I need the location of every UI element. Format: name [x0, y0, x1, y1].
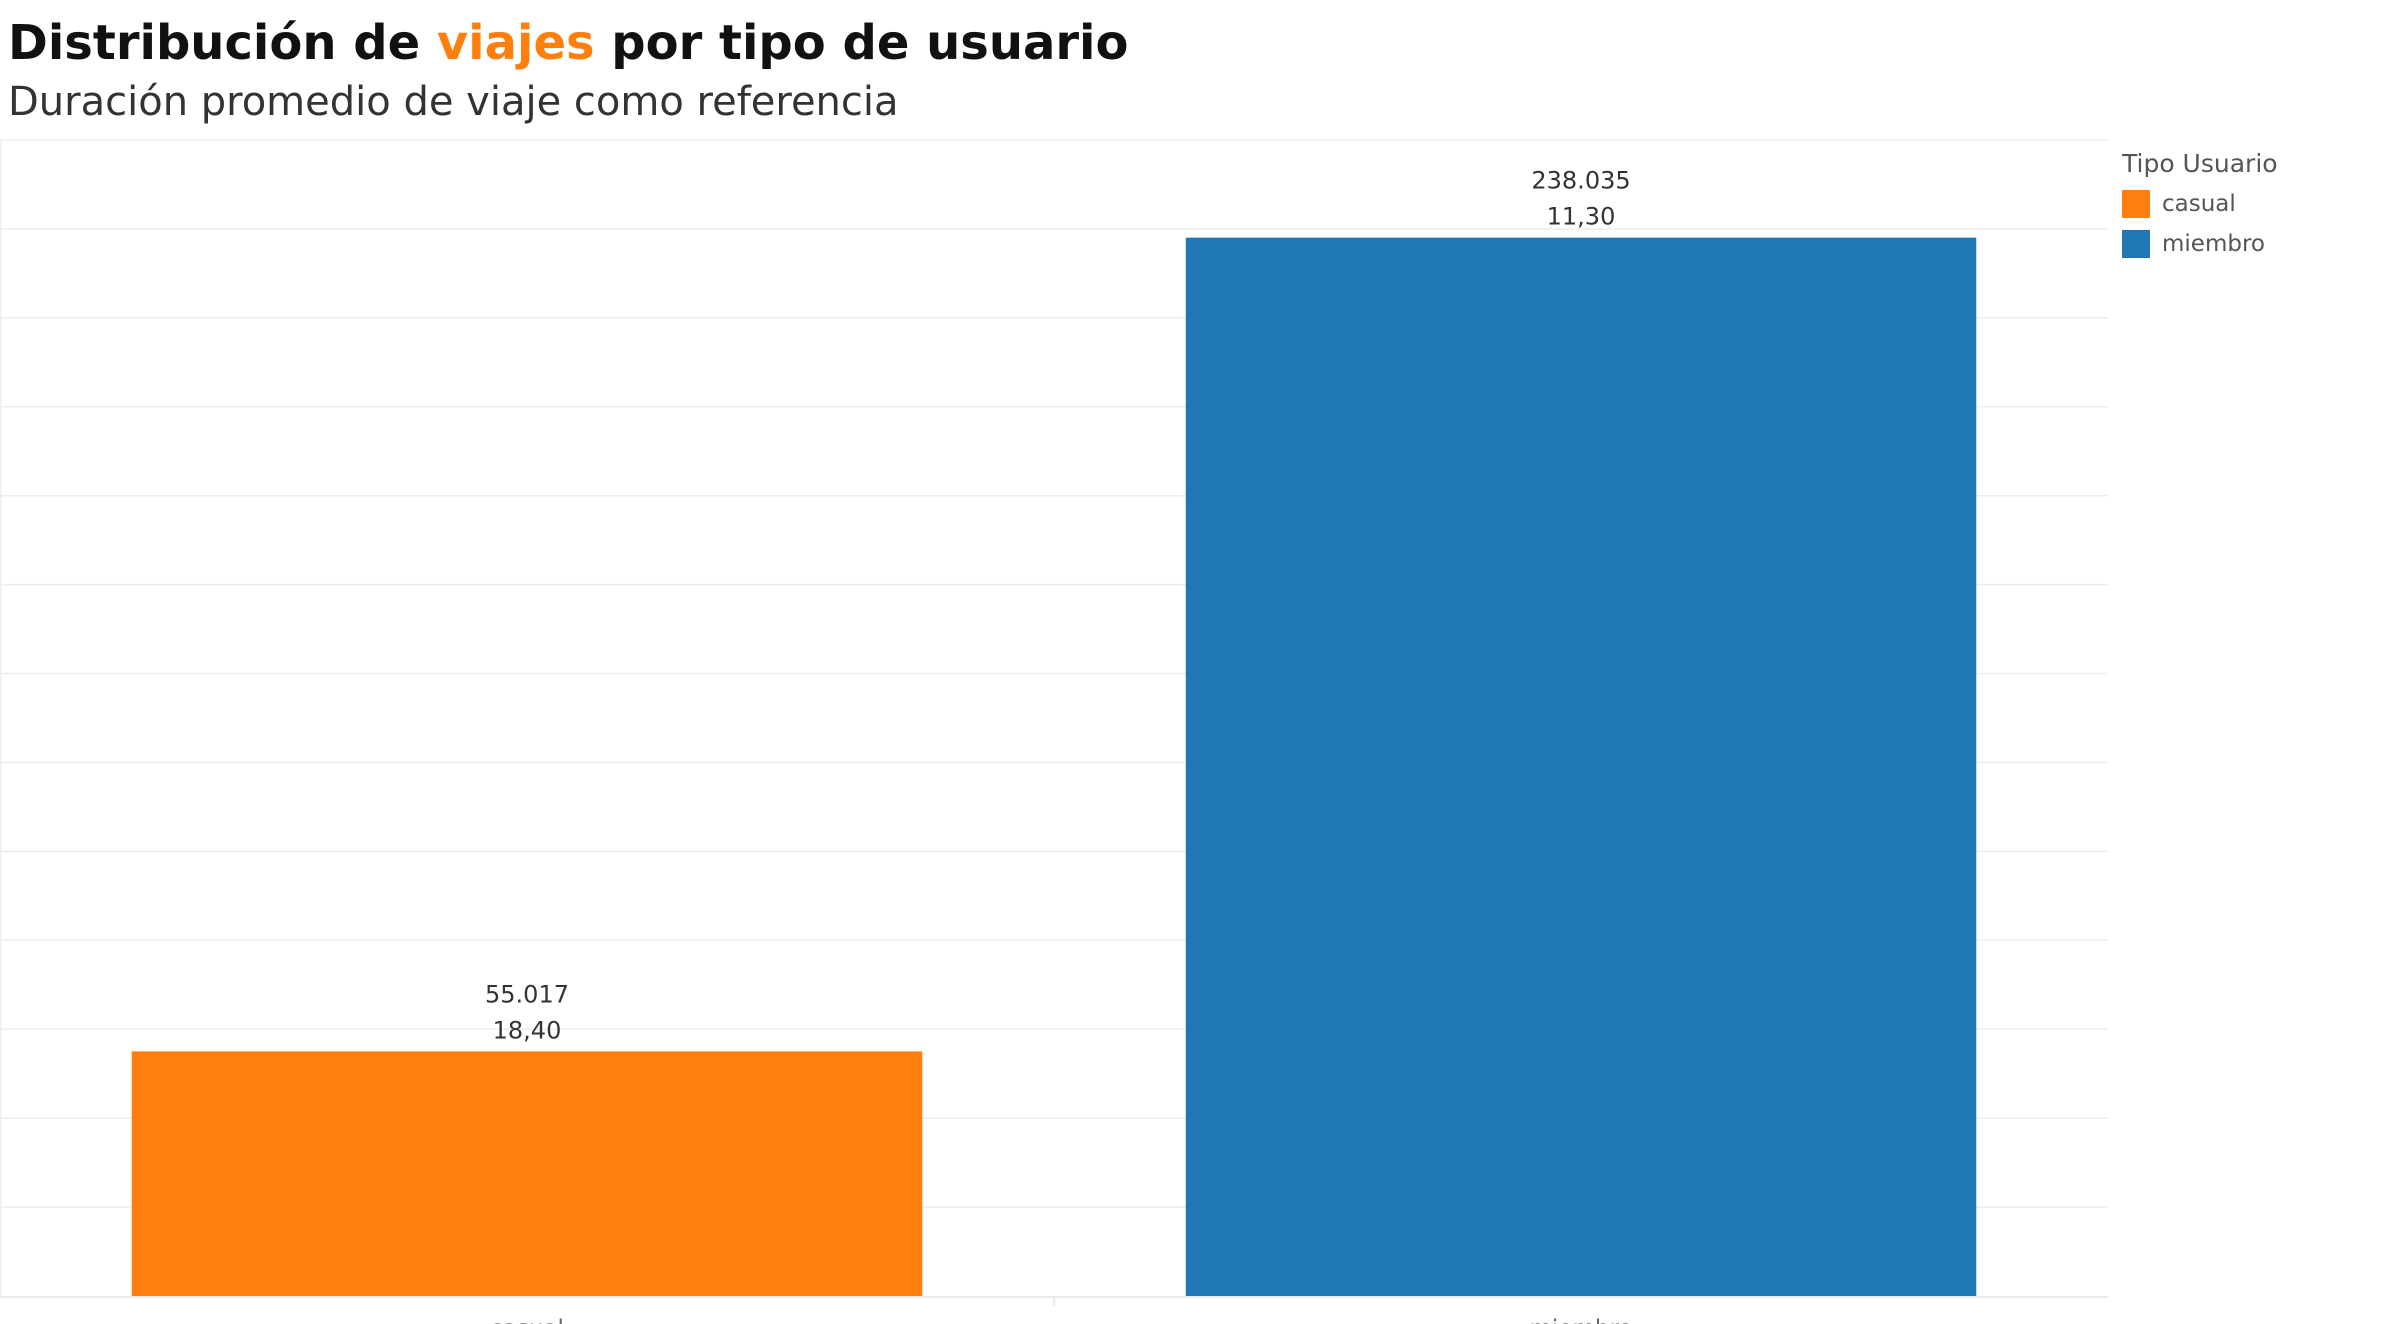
chart-title: Distribución de viajes por tipo de usuar…: [8, 8, 1128, 78]
legend-item-casual[interactable]: casual: [2122, 184, 2278, 224]
title-highlight: viajes: [436, 15, 595, 71]
legend-label-miembro: miembro: [2162, 231, 2265, 257]
x-tick-label-miembro: miembro: [1530, 1316, 1633, 1324]
title-part-2: por tipo de usuario: [594, 15, 1129, 71]
x-tick-label-casual: casual: [490, 1316, 564, 1324]
legend: Tipo Usuario casual miembro: [2122, 144, 2278, 264]
legend-label-casual: casual: [2162, 191, 2236, 217]
bar-casual: [131, 1051, 923, 1296]
secondary-label-miembro: 11,30: [1547, 203, 1616, 231]
title-part-1: Distribución de: [8, 15, 437, 71]
legend-title: Tipo Usuario: [2122, 149, 2278, 178]
secondary-label-casual: 18,40: [493, 1016, 562, 1044]
legend-item-miembro[interactable]: miembro: [2122, 224, 2278, 264]
legend-swatch-miembro: [2122, 230, 2150, 258]
value-label-miembro: 238.035: [1531, 167, 1630, 195]
legend-swatch-casual: [2122, 190, 2150, 218]
chart-subtitle: Duración promedio de viaje como referenc…: [8, 79, 899, 125]
bar-miembro: [1185, 237, 1977, 1296]
value-label-casual: 55.017: [485, 980, 569, 1008]
